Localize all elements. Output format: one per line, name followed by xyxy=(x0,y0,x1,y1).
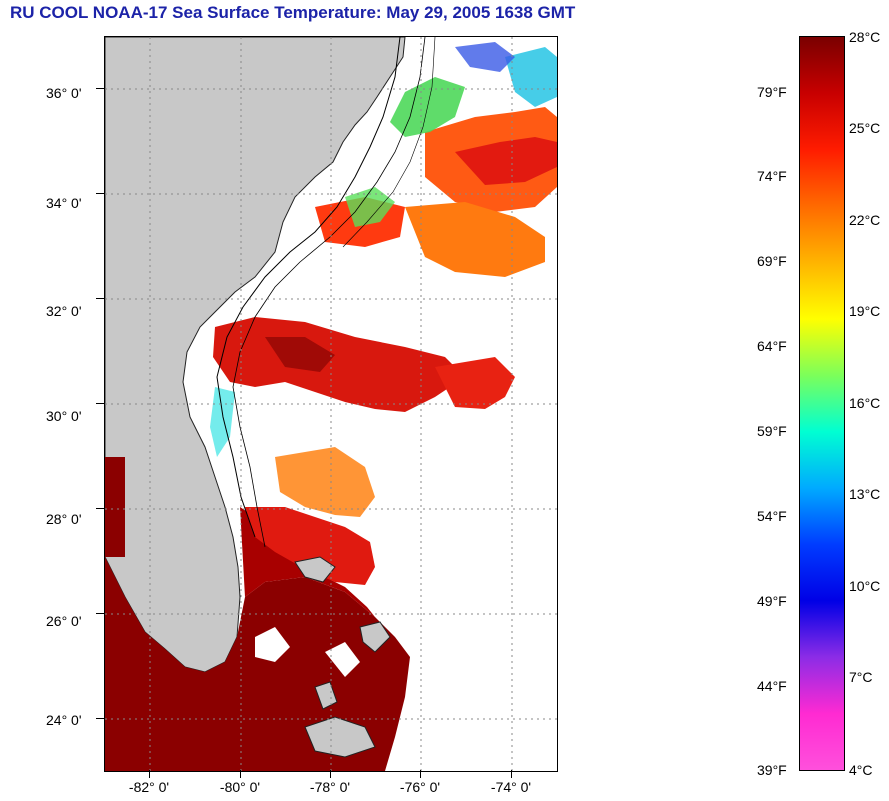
red-band-florida xyxy=(245,507,375,585)
lon-tick xyxy=(420,770,421,778)
bathymetry-contour-3 xyxy=(342,37,436,248)
graticule xyxy=(105,37,557,771)
lat-tick xyxy=(96,508,104,509)
lon-tick xyxy=(330,770,331,778)
lat-tick xyxy=(96,88,104,89)
cyan-shelf-north xyxy=(505,47,557,107)
longitude-label: -82° 0' xyxy=(128,779,170,795)
fahrenheit-label: 44°F xyxy=(757,678,787,694)
celsius-label: 7°C xyxy=(849,669,873,685)
lat-tick xyxy=(96,613,104,614)
fahrenheit-label: 39°F xyxy=(757,762,787,778)
orange-patch-33n xyxy=(405,202,545,277)
celsius-label: 22°C xyxy=(849,212,881,228)
longitude-label: -74° 0' xyxy=(490,779,532,795)
celsius-label: 16°C xyxy=(849,395,881,411)
fahrenheit-label: 69°F xyxy=(757,253,787,269)
bahamas-islands xyxy=(294,556,391,710)
fahrenheit-label: 79°F xyxy=(757,84,787,100)
latitude-label: 28° 0' xyxy=(46,511,82,527)
sst-map[interactable] xyxy=(104,36,558,772)
cloud-gap-1 xyxy=(305,257,435,317)
gulf-warm-left xyxy=(105,457,125,557)
red-patch-31n-east xyxy=(435,357,515,409)
land-mass xyxy=(105,37,406,673)
fahrenheit-label: 64°F xyxy=(757,338,787,354)
longitude-label: -76° 0' xyxy=(399,779,441,795)
lon-tick xyxy=(511,770,512,778)
cloud-gap-2 xyxy=(365,417,557,597)
latitude-label: 30° 0' xyxy=(46,408,82,424)
latitude-label: 34° 0' xyxy=(46,195,82,211)
lon-tick xyxy=(149,770,150,778)
celsius-label: 13°C xyxy=(849,486,881,502)
sst-map-canvas xyxy=(105,37,557,771)
red-patch-35n xyxy=(455,137,557,185)
fahrenheit-label: 49°F xyxy=(757,593,787,609)
lon-tick xyxy=(240,770,241,778)
lat-tick xyxy=(96,298,104,299)
cyan-nearshore-ga xyxy=(210,387,235,457)
celsius-label: 19°C xyxy=(849,303,881,319)
celsius-label: 25°C xyxy=(849,120,881,136)
latitude-label: 24° 0' xyxy=(46,712,82,728)
orange-band-florida xyxy=(275,447,375,517)
blue-shelf-north xyxy=(455,42,515,72)
lat-tick xyxy=(96,403,104,404)
longitude-label: -80° 0' xyxy=(219,779,261,795)
celsius-label: 4°C xyxy=(849,762,873,778)
latitude-label: 36° 0' xyxy=(46,85,82,101)
temperature-colorbar xyxy=(799,36,845,771)
latitude-label: 32° 0' xyxy=(46,303,82,319)
green-shelf-carolina xyxy=(345,187,395,227)
fahrenheit-label: 59°F xyxy=(757,423,787,439)
bathymetry-contour-1 xyxy=(216,37,401,538)
fahrenheit-label: 54°F xyxy=(757,508,787,524)
longitude-label: -78° 0' xyxy=(309,779,351,795)
celsius-label: 28°C xyxy=(849,29,881,45)
fahrenheit-label: 74°F xyxy=(757,168,787,184)
latitude-label: 26° 0' xyxy=(46,613,82,629)
cloud-gap-3 xyxy=(255,627,290,662)
lat-tick xyxy=(96,718,104,719)
darkred-core-31n xyxy=(265,337,335,372)
cuba-land xyxy=(304,716,376,758)
lat-tick xyxy=(96,193,104,194)
bathymetry-contour-2 xyxy=(232,37,426,548)
celsius-label: 10°C xyxy=(849,578,881,594)
page-title: RU COOL NOAA-17 Sea Surface Temperature:… xyxy=(10,3,576,22)
cloud-gap-4 xyxy=(325,642,360,677)
